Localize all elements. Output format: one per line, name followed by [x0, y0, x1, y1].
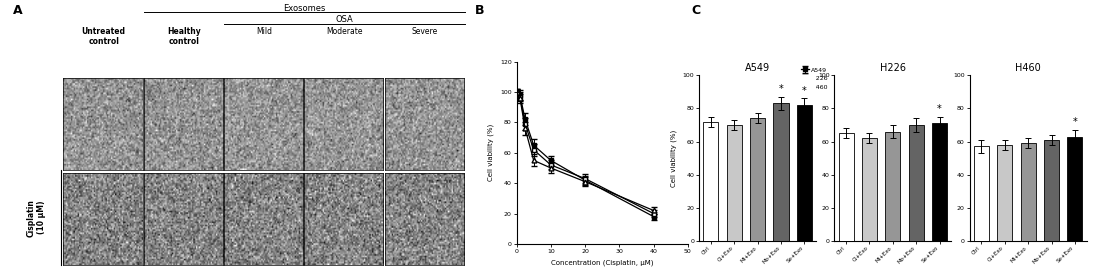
Y-axis label: Cell viability (%): Cell viability (%) — [488, 124, 495, 181]
Bar — [909, 125, 924, 241]
X-axis label: Concentration (Cisplatin, μM): Concentration (Cisplatin, μM) — [551, 259, 654, 266]
Text: B: B — [475, 4, 485, 17]
Bar — [974, 147, 989, 241]
Y-axis label: Cell viability (%): Cell viability (%) — [670, 129, 677, 187]
Text: Untreated
control: Untreated control — [81, 27, 125, 46]
Bar — [886, 132, 900, 241]
Text: A: A — [13, 4, 23, 17]
Bar — [1021, 143, 1035, 241]
Text: Healthy
control: Healthy control — [167, 27, 201, 46]
Legend: A549, H226, H460: A549, H226, H460 — [799, 65, 830, 92]
Text: Mild: Mild — [256, 27, 273, 36]
Bar — [774, 103, 789, 241]
Bar — [932, 123, 947, 241]
Text: OSA: OSA — [335, 15, 353, 24]
Y-axis label: Cell viability (%): Cell viability (%) — [941, 129, 947, 187]
Bar — [1067, 136, 1083, 241]
Bar — [703, 122, 719, 241]
Text: Moderate: Moderate — [326, 27, 363, 36]
Bar — [997, 145, 1012, 241]
Text: *: * — [1073, 117, 1077, 127]
Title: H460: H460 — [1015, 63, 1041, 73]
Title: A549: A549 — [745, 63, 770, 73]
Bar — [797, 105, 812, 241]
Y-axis label: Cell viability (%): Cell viability (%) — [806, 129, 812, 187]
Bar — [1044, 140, 1059, 241]
Text: Exosomes: Exosomes — [284, 4, 325, 13]
Text: Cisplatin
(10 μM): Cisplatin (10 μM) — [26, 199, 46, 237]
Title: H226: H226 — [880, 63, 906, 73]
Text: *: * — [778, 84, 784, 94]
Text: Severe: Severe — [411, 27, 437, 36]
Text: *: * — [937, 104, 942, 114]
Text: *: * — [802, 86, 807, 96]
Text: C: C — [691, 4, 700, 17]
Bar — [750, 118, 765, 241]
Bar — [839, 133, 854, 241]
Bar — [726, 125, 742, 241]
Bar — [862, 138, 877, 241]
